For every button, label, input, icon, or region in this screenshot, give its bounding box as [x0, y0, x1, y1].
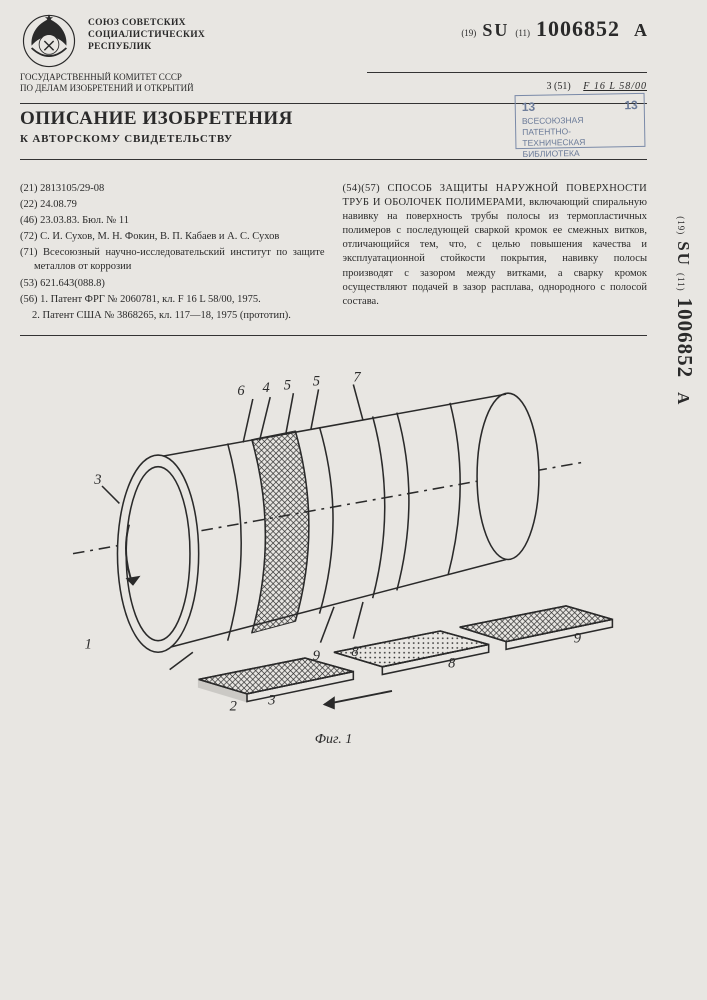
header: СОЮЗ СОВЕТСКИХ СОЦИАЛИСТИЧЕСКИХ РЕСПУБЛИ…	[20, 12, 647, 70]
patent-number: 1006852	[536, 16, 620, 42]
committee-line: ГОСУДАРСТВЕННЫЙ КОМИТЕТ СССР	[20, 72, 250, 83]
country-code: SU	[673, 241, 693, 267]
field-11: (11)	[515, 28, 530, 38]
field-56b: 2. Патент США № 3868265, кл. 117—18, 197…	[20, 309, 325, 323]
svg-text:5: 5	[283, 377, 290, 393]
ipc-label: 3 (51)	[547, 81, 571, 92]
issuer-line: СОЮЗ СОВЕТСКИХ	[88, 18, 205, 30]
patent-number: 1006852	[672, 298, 697, 379]
document-subtitle: К АВТОРСКОМУ СВИДЕТЕЛЬСТВУ	[20, 133, 293, 145]
field-11: (11)	[676, 273, 686, 292]
field-22: (22) 24.08.79	[20, 198, 325, 212]
right-column: (54)(57) СПОСОБ ЗАЩИТЫ НАРУЖНОЙ ПОВЕРХНО…	[343, 182, 648, 326]
svg-text:3: 3	[267, 693, 275, 709]
svg-text:2: 2	[229, 698, 236, 714]
country-code: SU	[482, 20, 509, 41]
issuer: СОЮЗ СОВЕТСКИХ СОЦИАЛИСТИЧЕСКИХ РЕСПУБЛИ…	[88, 12, 205, 54]
stamp-text: БИБЛИОТЕКА	[522, 146, 638, 159]
stamp-number: 13	[522, 99, 536, 115]
side-publication-code: (19) SU (11) 1006852 A	[672, 216, 697, 405]
document-title: ОПИСАНИЕ ИЗОБРЕТЕНИЯ	[20, 108, 293, 130]
field-53: (53) 621.643(088.8)	[20, 277, 325, 291]
svg-text:4: 4	[262, 380, 269, 396]
kind-code: A	[673, 392, 693, 405]
svg-text:8: 8	[351, 644, 359, 660]
figure: 3 1 6 4 5 5 7 8 9 2 3 8 9 Фиг. 1	[20, 354, 647, 754]
field-71: (71) Всесоюзный научно-исследовательский…	[20, 246, 325, 274]
field-46: (46) 23.03.83. Бюл. № 11	[20, 214, 325, 228]
figure-caption: Фиг. 1	[315, 732, 353, 748]
svg-text:5: 5	[312, 374, 319, 390]
ipc-code: F 16 L 58/00	[583, 81, 647, 92]
divider	[20, 335, 647, 336]
field-21: (21) 2813105/29-08	[20, 182, 325, 196]
field-19: (19)	[676, 216, 686, 235]
library-stamp: 13 13 ВСЕСОЮЗНАЯ ПАТЕНТНО- ТЕХНИЧЕСКАЯ Б…	[515, 92, 646, 148]
field-72: (72) С. И. Сухов, М. Н. Фокин, В. П. Каб…	[20, 230, 325, 244]
kind-code: A	[634, 20, 647, 41]
title-block: ОПИСАНИЕ ИЗОБРЕТЕНИЯ К АВТОРСКОМУ СВИДЕТ…	[20, 108, 647, 145]
divider	[367, 72, 647, 73]
field-19: (19)	[461, 28, 476, 38]
pipe-diagram-icon: 3 1 6 4 5 5 7 8 9 2 3 8 9	[44, 354, 624, 734]
stamp-number: 13	[624, 97, 638, 113]
left-column: (21) 2813105/29-08 (22) 24.08.79 (46) 23…	[20, 182, 325, 326]
biblio-columns: (21) 2813105/29-08 (22) 24.08.79 (46) 23…	[20, 182, 647, 326]
abstract: (54)(57) СПОСОБ ЗАЩИТЫ НАРУЖНОЙ ПОВЕРХНО…	[343, 182, 648, 310]
field-56: (56) 1. Патент ФРГ № 2060781, кл. F 16 L…	[20, 293, 325, 307]
committee-line: ПО ДЕЛАМ ИЗОБРЕТЕНИЙ И ОТКРЫТИЙ	[20, 83, 250, 94]
ussr-emblem-icon	[20, 12, 78, 70]
svg-text:9: 9	[573, 631, 581, 647]
svg-text:1: 1	[84, 636, 91, 652]
svg-text:3: 3	[93, 472, 101, 488]
abstract-body: включающий спиральную навивку на поверхн…	[343, 197, 648, 307]
issuer-line: СОЦИАЛИСТИЧЕСКИХ	[88, 30, 205, 42]
svg-text:6: 6	[237, 383, 245, 399]
issuer-line: РЕСПУБЛИК	[88, 42, 205, 54]
publication-code: (19) SU (11) 1006852 A	[461, 16, 647, 42]
committee: ГОСУДАРСТВЕННЫЙ КОМИТЕТ СССР ПО ДЕЛАМ ИЗ…	[20, 72, 250, 95]
svg-text:9: 9	[312, 648, 320, 664]
svg-text:7: 7	[353, 370, 361, 386]
svg-text:8: 8	[448, 656, 456, 672]
